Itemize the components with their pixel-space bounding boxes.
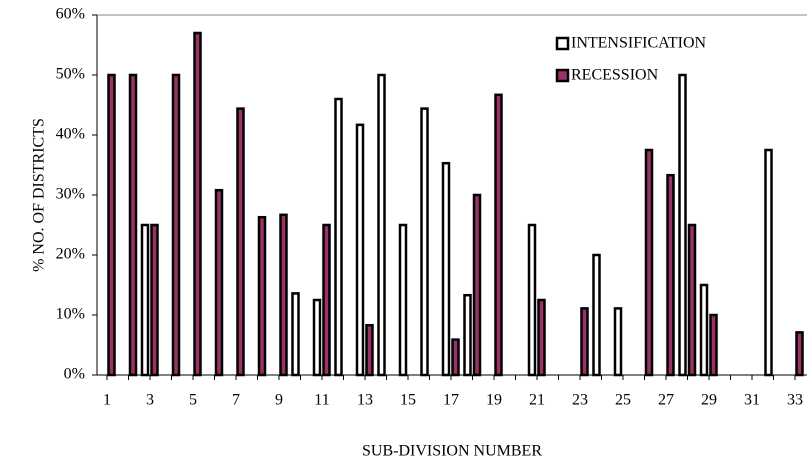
bar <box>666 173 675 377</box>
legend-label: INTENSIFICATION <box>571 35 707 52</box>
x-tick-label: 31 <box>744 392 760 409</box>
bar <box>398 223 408 377</box>
bar <box>279 213 288 377</box>
bar <box>709 313 718 377</box>
bar <box>193 31 202 377</box>
bar <box>580 307 589 377</box>
bar <box>451 338 460 377</box>
y-tick-label: 40% <box>56 126 85 143</box>
bar <box>257 215 267 377</box>
x-tick-label: 27 <box>658 392 674 409</box>
y-tick-label: 20% <box>56 246 85 263</box>
x-tick-label: 7 <box>232 392 240 409</box>
bar <box>764 148 773 377</box>
bar <box>355 123 365 377</box>
bar <box>613 307 623 377</box>
y-tick-label: 60% <box>56 6 85 23</box>
x-tick-label: 23 <box>572 392 588 409</box>
x-tick-label: 5 <box>189 392 197 409</box>
bar <box>377 73 386 377</box>
bar <box>537 298 546 377</box>
bar <box>107 73 116 377</box>
bar <box>472 193 482 377</box>
bar <box>291 292 300 377</box>
x-tick-label: 19 <box>486 392 502 409</box>
bar <box>128 73 138 377</box>
x-axis-label: SUB-DIVISION NUMBER <box>362 443 542 460</box>
bar <box>687 223 697 377</box>
bar <box>644 148 654 377</box>
bar <box>463 293 472 377</box>
x-tick-label: 1 <box>103 392 111 409</box>
bar <box>236 107 245 377</box>
bar <box>150 223 159 377</box>
x-tick-label: 11 <box>314 392 329 409</box>
x-tick-label: 25 <box>615 392 631 409</box>
bar <box>592 253 601 377</box>
x-tick-label: 21 <box>529 392 545 409</box>
bar <box>441 161 451 377</box>
bar <box>494 93 503 377</box>
bar <box>795 331 804 377</box>
x-tick-label: 3 <box>146 392 154 409</box>
x-tick-label: 13 <box>357 392 373 409</box>
y-tick-label: 50% <box>56 66 85 83</box>
bar <box>171 73 181 377</box>
bar <box>365 323 374 377</box>
legend-swatch <box>555 36 570 51</box>
y-tick-label: 10% <box>56 306 85 323</box>
bar <box>420 107 429 377</box>
x-tick-label: 9 <box>275 392 283 409</box>
y-tick-label: 30% <box>56 186 85 203</box>
x-tick-label: 17 <box>443 392 459 409</box>
x-tick-label: 15 <box>400 392 416 409</box>
bar <box>678 73 687 377</box>
bar <box>699 283 709 377</box>
x-tick-label: 33 <box>787 392 803 409</box>
bar <box>214 188 224 377</box>
legend-label: RECESSION <box>571 67 659 84</box>
bar <box>312 298 322 377</box>
y-axis-label: % NO. OF DISTRICTS <box>31 118 48 272</box>
x-tick-label: 29 <box>701 392 717 409</box>
bar <box>334 97 343 377</box>
bar <box>527 223 537 377</box>
legend-swatch <box>555 68 570 83</box>
bar <box>140 223 150 377</box>
y-tick-label: 0% <box>64 366 85 383</box>
bar <box>322 223 331 377</box>
